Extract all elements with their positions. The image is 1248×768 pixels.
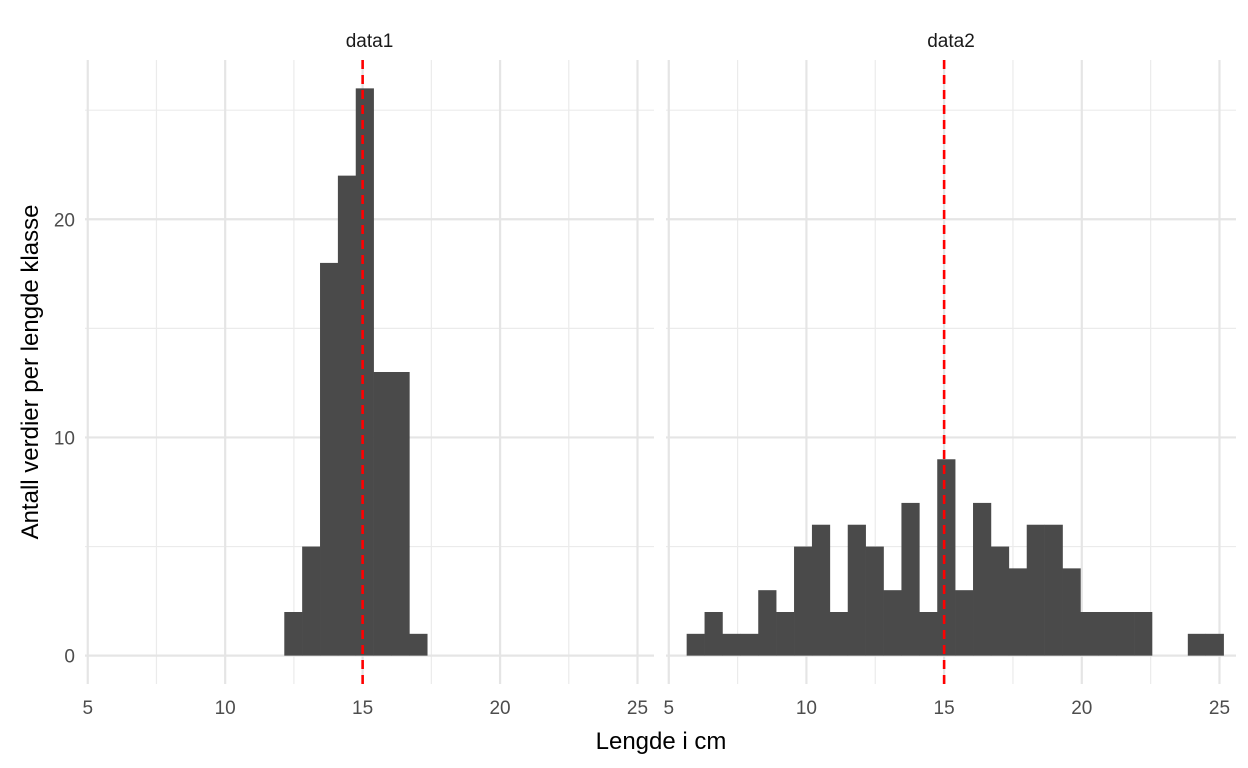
histogram-bar xyxy=(829,612,849,656)
histogram-bar xyxy=(1080,612,1099,656)
histogram-bar xyxy=(776,612,795,656)
x-tick-label: 15 xyxy=(352,698,373,719)
histogram-bar xyxy=(1187,633,1207,656)
x-tick-label: 25 xyxy=(1209,698,1230,719)
facet-panels: data1 5 10 15 20 25 data2 5 10 15 20 25 xyxy=(82,31,1236,719)
facet-panel-data2: data2 5 10 15 20 25 xyxy=(663,31,1236,719)
histogram-bar xyxy=(284,612,303,656)
y-tick-label: 20 xyxy=(54,210,75,231)
histogram-bar xyxy=(302,546,321,656)
histogram-bar xyxy=(320,262,339,656)
histogram-bar xyxy=(1116,612,1135,656)
x-tick-label: 5 xyxy=(663,698,674,719)
histogram-bar xyxy=(847,524,866,656)
histogram-bar xyxy=(391,372,410,656)
x-tick-label: 15 xyxy=(934,698,955,719)
histogram-bar xyxy=(355,88,374,656)
histogram-bar xyxy=(1008,568,1028,656)
x-tick-label: 10 xyxy=(796,698,817,719)
histogram-bar xyxy=(865,546,884,656)
x-axis-title: Lengde i cm xyxy=(596,728,727,755)
histogram-bar xyxy=(704,612,723,656)
histogram-bar xyxy=(937,459,956,656)
histogram-bar xyxy=(955,590,974,656)
facet-strip-label: data2 xyxy=(927,31,975,52)
x-tick-label: 10 xyxy=(215,698,236,719)
y-tick-label: 10 xyxy=(54,428,75,449)
histogram-bar xyxy=(1026,524,1045,656)
histogram-bar xyxy=(758,590,777,656)
histogram-bar xyxy=(1044,524,1063,656)
histogram-bar xyxy=(1062,568,1081,656)
histogram-bar xyxy=(1134,612,1153,656)
histogram-bar xyxy=(337,175,357,656)
histogram-bar xyxy=(722,633,741,656)
y-tick-label: 0 xyxy=(64,647,75,668)
histogram-bar xyxy=(1205,633,1224,656)
x-tick-label: 20 xyxy=(1071,698,1092,719)
facet-strip-label: data1 xyxy=(346,31,394,52)
x-tick-label: 25 xyxy=(627,698,648,719)
histogram-bar xyxy=(1098,612,1117,656)
y-axis-tick-labels: 0 10 20 xyxy=(54,210,75,667)
histogram-bar xyxy=(740,633,759,656)
histogram-bar xyxy=(919,612,938,656)
histogram-bar xyxy=(990,546,1010,656)
histogram-bar xyxy=(883,590,902,656)
x-tick-label: 20 xyxy=(489,698,510,719)
y-axis-title: Antall verdier per lengde klasse xyxy=(17,205,44,540)
histogram-bar xyxy=(409,633,428,656)
histogram-bar xyxy=(901,502,920,656)
histogram-bar xyxy=(686,633,705,656)
histogram-bar xyxy=(811,524,831,656)
histogram-bar xyxy=(373,372,392,656)
histogram-bar xyxy=(973,502,992,656)
facet-panel-data1: data1 5 10 15 20 25 xyxy=(82,31,654,719)
histogram-bar xyxy=(794,546,813,656)
x-tick-label: 5 xyxy=(82,698,93,719)
